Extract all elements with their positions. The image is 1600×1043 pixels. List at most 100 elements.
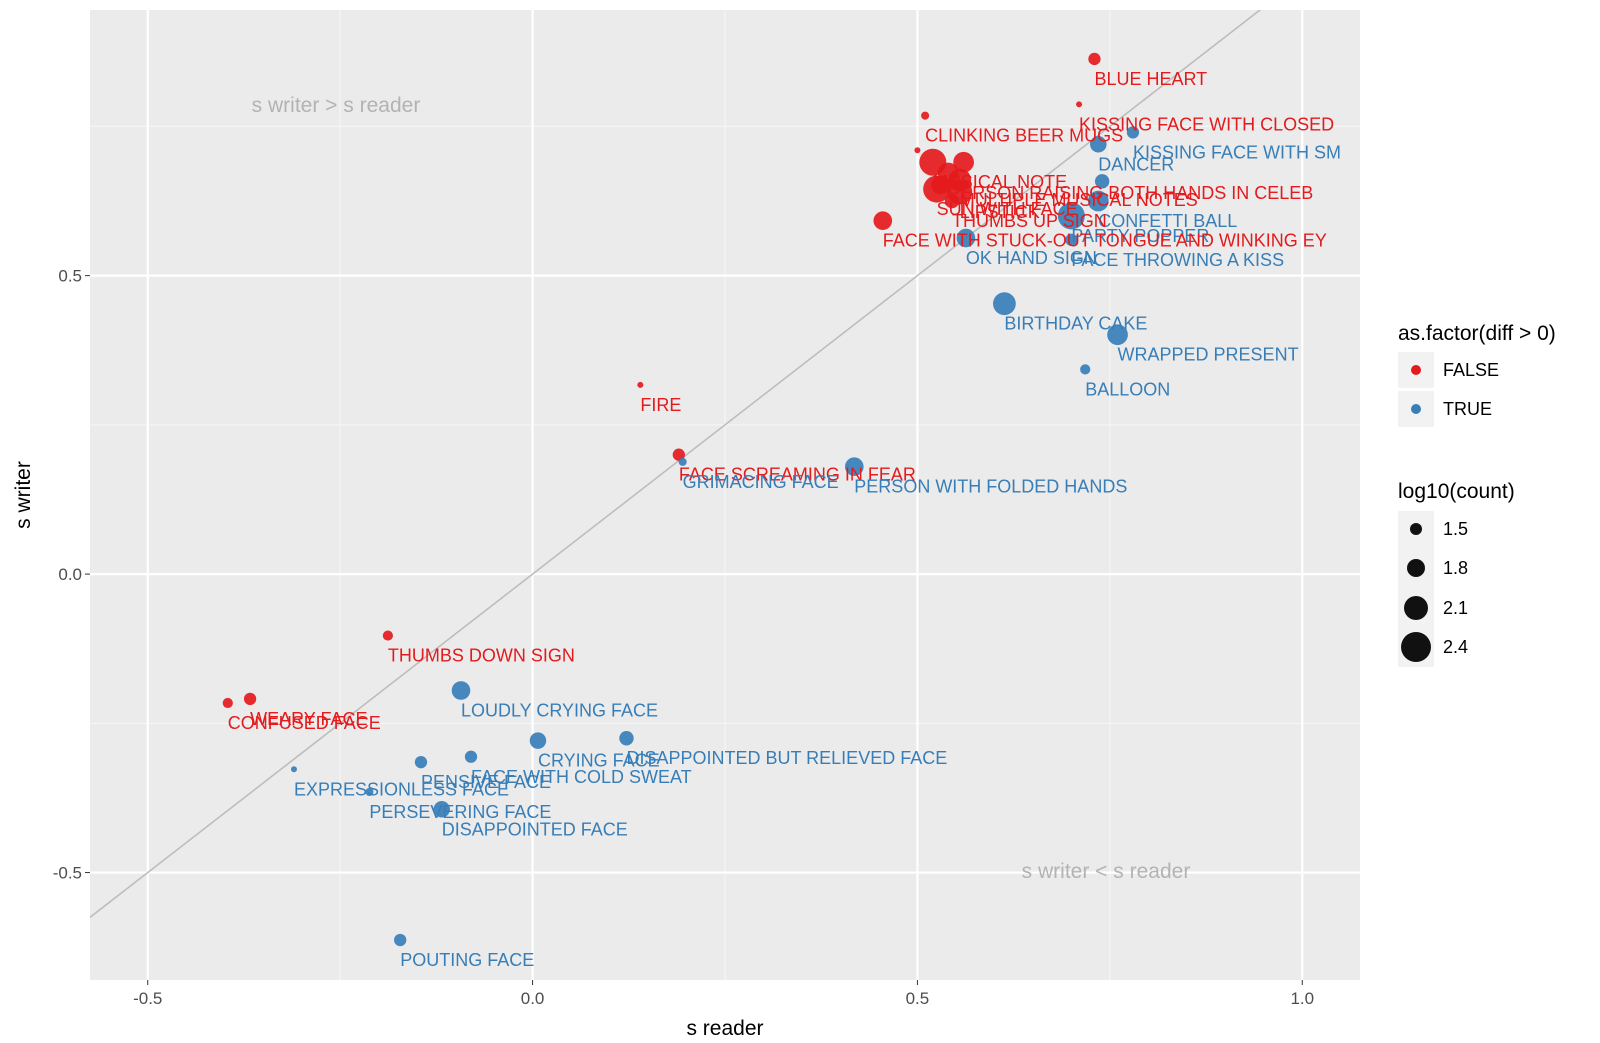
legend-label-true: TRUE (1443, 399, 1492, 419)
y-axis-ticks: -0.5 0.0 0.5 (53, 267, 90, 883)
scatter-point (414, 755, 428, 769)
x-axis-title: s reader (686, 1017, 763, 1040)
legend-size-label-2: 1.8 (1443, 558, 1468, 578)
point-label: THUMBS DOWN SIGN (388, 646, 575, 666)
point-label: LOUDLY CRYING FACE (461, 700, 658, 720)
legend-size-dot-1 (1410, 523, 1422, 535)
scatter-point (1094, 174, 1110, 189)
scatter-point (365, 787, 374, 797)
x-tick-label: 0.0 (521, 989, 545, 1008)
point-label: CONFUSED FACE (228, 713, 381, 733)
point-label: BIRTHDAY CAKE (1004, 314, 1147, 334)
legend-key-true-dot (1411, 404, 1421, 414)
legend-size-title: log10(count) (1398, 480, 1515, 503)
x-tick-label: 0.5 (906, 989, 930, 1008)
y-axis-title: s writer (12, 461, 35, 529)
point-label: CRYING FACE (538, 751, 660, 771)
point-label: FIRE (640, 395, 681, 415)
point-label: OK HAND SIGN (966, 248, 1097, 268)
scatter-point (845, 457, 864, 476)
point-label: BALLOON (1085, 379, 1170, 399)
legend-label-false: FALSE (1443, 360, 1499, 380)
point-label: FACE SCREAMING IN FEAR (679, 465, 916, 485)
point-label: KISSING FACE WITH CLOSED (1079, 114, 1334, 134)
legend-size-label-3: 2.1 (1443, 598, 1468, 618)
point-label: WEARY FACE (250, 709, 367, 729)
scatter-point (956, 228, 976, 248)
scatter-point (1057, 202, 1085, 230)
point-label: CLINKING BEER MUGS (925, 126, 1123, 146)
region-label-above: s writer > s reader (252, 94, 421, 117)
scatter-point (873, 211, 893, 231)
point-label: DISAPPOINTED FACE (442, 819, 628, 839)
points-group (222, 52, 1140, 947)
scatter-point (433, 801, 451, 818)
scatter-point (1126, 126, 1140, 139)
point-label: EXPRESSIONLESS FACE (294, 779, 509, 799)
point-label: BLUE HEART (1094, 69, 1207, 89)
point-label: THUMBS UP SIGN (952, 211, 1107, 231)
scatter-point (529, 732, 547, 749)
point-label: LIPSTICK (960, 202, 1040, 222)
scatter-point (637, 381, 644, 388)
scatter-point (993, 292, 1016, 316)
point-label: POUTING FACE (400, 950, 534, 970)
point-label: DANCER (1098, 154, 1174, 174)
legend-size-dot-3 (1404, 596, 1428, 620)
legend-size-dot-4 (1401, 632, 1431, 662)
point-label: FACE WITH STUCK-OUT TONGUE AND WINKING E… (883, 231, 1327, 251)
scatter-point (290, 766, 297, 773)
grid-lines (90, 10, 1360, 980)
point-label: MUSICAL NOTE (933, 172, 1067, 192)
scatter-point (382, 630, 393, 641)
y-tick-label: -0.5 (53, 864, 82, 883)
scatter-point (1088, 52, 1101, 66)
point-label: KISSING FACE WITH SM (1133, 142, 1341, 162)
scatter-point (1080, 364, 1091, 375)
point-label: PENSIVE FACE (421, 772, 551, 792)
point-label: PERSON WITH FOLDED HANDS (854, 477, 1127, 497)
scatter-point (944, 193, 960, 209)
y-tick-label: 0.5 (58, 267, 82, 286)
scatter-point (672, 448, 685, 461)
scatter-point (914, 147, 921, 154)
scatter-point (451, 681, 471, 700)
scatter-point (1107, 324, 1128, 346)
y-tick-label: 0.0 (58, 565, 82, 584)
point-labels-group: BLUE HEART KISSING FACE WITH CLOSEDCLINKI… (228, 69, 1341, 970)
point-label: WRAPPED PRESENT (1118, 345, 1299, 365)
legend-color: as.factor(diff > 0) FALSE TRUE (1398, 322, 1556, 427)
legend-size-dot-2 (1407, 559, 1425, 577)
legend-size: log10(count) 1.5 1.8 2.1 2.4 (1398, 480, 1515, 667)
scatter-point (921, 111, 930, 120)
point-label: CONFETTI BALL (1098, 211, 1237, 231)
point-label: FACE THROWING A KISS (1071, 250, 1284, 270)
scatter-point (1090, 136, 1107, 153)
scatter-point (222, 697, 233, 709)
legend-color-title: as.factor(diff > 0) (1398, 322, 1556, 345)
scatter-point (678, 457, 687, 466)
scatter-point (1087, 190, 1109, 212)
scatter-point (953, 151, 974, 173)
point-label: SUN WITH FACE (937, 199, 1078, 219)
x-axis-ticks: -0.5 0.0 0.5 1.0 (133, 980, 1314, 1008)
legend-key-false-dot (1411, 365, 1421, 375)
x-tick-label: -0.5 (133, 989, 162, 1008)
legend-size-label-4: 2.4 (1443, 637, 1468, 657)
point-label: PARTY POPPER (1071, 226, 1209, 246)
point-label: GRIMACING FACE (683, 472, 839, 492)
point-label: PERSEVERING FACE (369, 802, 551, 822)
scatter-point (619, 731, 634, 746)
scatter-point (464, 750, 478, 763)
point-label: PERSON RAISING BOTH HANDS IN CELEB (948, 183, 1313, 203)
point-label: DISAPPOINTED BUT RELIEVED FACE (626, 748, 947, 768)
scatter-point (394, 933, 407, 947)
point-label: MULTIPLE MUSICAL NOTES (960, 190, 1198, 210)
scatter-point (1076, 101, 1083, 108)
legend-size-label-1: 1.5 (1443, 519, 1468, 539)
region-label-below: s writer < s reader (1022, 860, 1191, 883)
scatter-point (931, 175, 950, 195)
x-tick-label: 1.0 (1290, 989, 1314, 1008)
scatter-point (243, 692, 257, 705)
